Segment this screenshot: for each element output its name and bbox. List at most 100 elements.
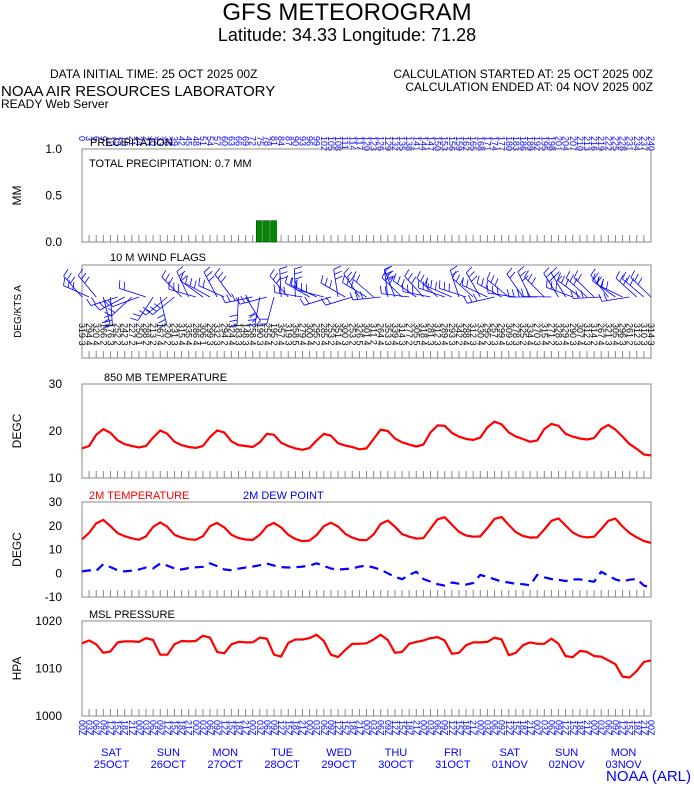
- bottom-hour-label: 00Z: [589, 720, 599, 736]
- top-hour-label: 168: [475, 136, 485, 151]
- wind-barb-feather: [561, 275, 565, 284]
- wind-barb-feather: [193, 280, 197, 289]
- bottom-hour-label: 00Z: [362, 720, 372, 736]
- bottom-hour-label: 15Z: [625, 720, 635, 736]
- wind-value-label: 288 2: [141, 323, 151, 346]
- wind-value-label: 312 3: [632, 323, 642, 346]
- bottom-hour-label: 06Z: [603, 720, 613, 736]
- bottom-hour-label: 18Z: [518, 720, 528, 736]
- wind-barb-feather: [269, 269, 275, 277]
- wind-value-label: 258 4: [248, 323, 258, 346]
- bottom-hour-label: 15Z: [169, 720, 179, 736]
- wind-value-label: 328 3: [554, 323, 564, 346]
- wind-barb-feather: [511, 289, 515, 298]
- y-axis-label: MM: [10, 186, 24, 206]
- wind-value-label: 296 3: [618, 323, 628, 346]
- wind-value-label: 330 4: [475, 323, 485, 346]
- wind-barb-feather: [179, 272, 184, 281]
- wind-barb-feather: [72, 281, 75, 290]
- wind-barb-feather: [546, 271, 553, 278]
- wind-value-label: 295 2: [482, 323, 492, 346]
- wind-value-label: 250 1: [134, 323, 144, 346]
- bottom-hour-label: 06Z: [319, 720, 329, 736]
- wind-value-label: 307 4: [575, 323, 585, 346]
- bottom-hour-label: 15Z: [568, 720, 578, 736]
- wind-value-label: 286 4: [191, 323, 201, 346]
- y-axis-label: DEG/KTS A: [13, 285, 24, 338]
- wind-barb-feather: [570, 290, 574, 299]
- top-hour-label: 36: [162, 136, 172, 146]
- wind-barb-feather: [98, 301, 105, 309]
- wind-barb: [63, 285, 90, 298]
- bottom-hour-label: 03Z: [426, 720, 436, 736]
- bottom-hour-label: 03Z: [482, 720, 492, 736]
- wind-barb-feather: [185, 275, 188, 284]
- temp-2m-line: [81, 515, 652, 544]
- wind-barb-feather: [178, 270, 186, 277]
- wind-barb-feather: [273, 284, 276, 293]
- bottom-hour-label: 21Z: [411, 720, 421, 736]
- top-hour-label: 108: [333, 136, 343, 151]
- wind-barb-feather: [294, 266, 303, 270]
- top-hour-label: 99: [312, 136, 322, 146]
- bottom-hour-label: 21Z: [639, 720, 649, 736]
- wind-barb-feather: [349, 275, 355, 283]
- wind-value-label: 255 4: [262, 323, 272, 346]
- wind-barb: [111, 296, 133, 317]
- top-hour-label: 90: [290, 136, 300, 146]
- bottom-hour-label: 12Z: [219, 720, 229, 736]
- wind-barb-feather: [94, 304, 101, 311]
- wind-barb-feather: [346, 277, 350, 286]
- wind-barb: [296, 289, 324, 298]
- bottom-hour-label: 06Z: [205, 720, 215, 736]
- bottom-hour-label: 18Z: [404, 720, 414, 736]
- bottom-time-labels: 00Z03Z06Z09Z12Z15Z18Z21Z00Z03Z06Z09Z12Z1…: [77, 720, 656, 771]
- y-tick-label: 1000: [35, 709, 62, 723]
- wind-barb-feather: [519, 270, 527, 277]
- bottom-hour-label: 03Z: [369, 720, 379, 736]
- top-hour-label: 51: [198, 136, 208, 146]
- wind-barb-feather: [634, 273, 639, 282]
- wind-barb-feather: [229, 314, 238, 317]
- wind-value-label: 299 4: [497, 323, 507, 346]
- bottom-hour-label: 12Z: [333, 720, 343, 736]
- wind-barb-feather: [284, 275, 288, 284]
- top-hour-label: 240: [646, 136, 656, 151]
- top-hour-label: 162: [461, 136, 471, 151]
- top-hour-label: 60: [219, 136, 229, 146]
- wind-barb-feather: [466, 266, 473, 274]
- wind-barb-feather: [333, 265, 342, 270]
- wind-barb-feather: [101, 318, 110, 324]
- wind-barb-feather: [161, 270, 167, 278]
- wind-value-label: 231 3: [169, 323, 179, 346]
- wind-barb: [597, 284, 623, 298]
- day-date-label: 30OCT: [378, 759, 414, 771]
- top-hour-label: 165: [468, 136, 478, 151]
- wind-barb-feather: [384, 286, 387, 295]
- wind-barb-feather: [590, 268, 596, 276]
- wind-barb-feather: [471, 275, 478, 282]
- bottom-hour-label: 09Z: [326, 720, 336, 736]
- bottom-hour-label: 21Z: [525, 720, 535, 736]
- wind-barb-feather: [550, 266, 558, 274]
- wind-barb-feather: [81, 272, 87, 280]
- calculation-ended: CALCULATION ENDED AT: 04 NOV 2025 00Z: [405, 80, 653, 94]
- wind-value-label: 320 4: [91, 323, 101, 346]
- wind-barb-feather: [420, 274, 425, 282]
- wind-value-label: 305 4: [610, 323, 620, 346]
- wind-value-label: 183 3: [233, 323, 243, 346]
- bottom-hour-label: 12Z: [276, 720, 286, 736]
- wind-barb-feather: [506, 289, 510, 298]
- day-date-label: 29OCT: [321, 759, 357, 771]
- wind-barb-feather: [630, 270, 636, 278]
- bottom-hour-label: 00Z: [418, 720, 428, 736]
- wind-barb: [381, 293, 410, 298]
- wind-value-label: 342 2: [454, 323, 464, 346]
- wind-value-label: 290 3: [568, 323, 578, 346]
- wind-barb-feather: [354, 291, 359, 300]
- bottom-hour-label: 12Z: [618, 720, 628, 736]
- location-subtitle: Latitude: 34.33 Longitude: 71.28: [217, 25, 477, 45]
- wind-barb: [112, 296, 140, 307]
- wind-barb: [342, 282, 367, 298]
